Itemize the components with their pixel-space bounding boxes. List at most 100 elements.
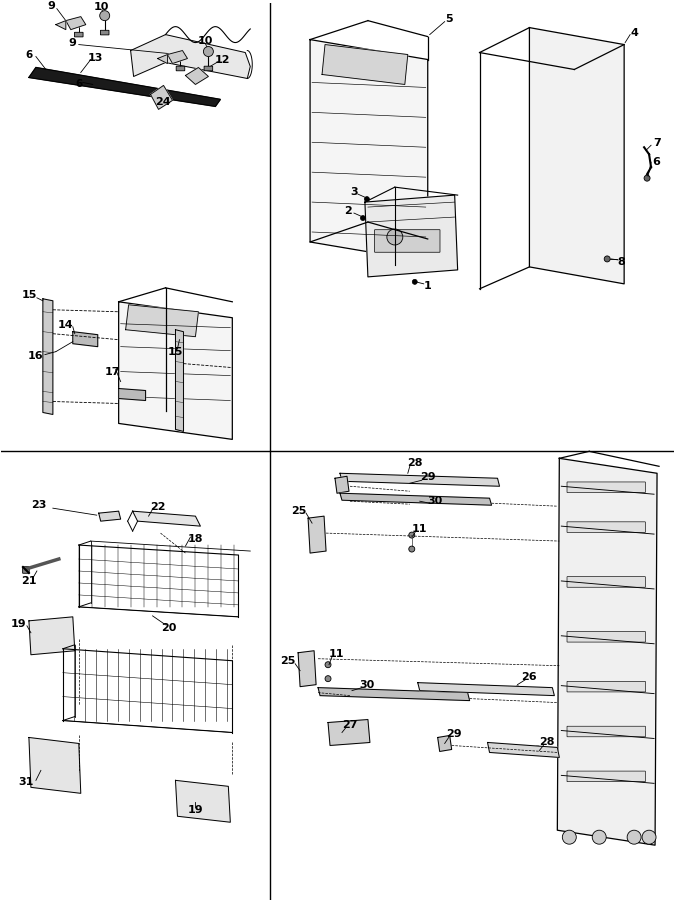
Polygon shape xyxy=(29,737,81,793)
Circle shape xyxy=(479,686,483,689)
Circle shape xyxy=(522,745,525,750)
Text: 25: 25 xyxy=(292,506,307,517)
Text: 9: 9 xyxy=(69,38,77,48)
Polygon shape xyxy=(151,86,173,110)
Text: 23: 23 xyxy=(31,500,47,510)
Circle shape xyxy=(462,686,466,689)
Circle shape xyxy=(100,11,109,21)
FancyBboxPatch shape xyxy=(74,32,83,37)
Text: 18: 18 xyxy=(188,534,203,544)
Polygon shape xyxy=(308,517,326,553)
Circle shape xyxy=(604,256,610,262)
Text: 10: 10 xyxy=(94,2,109,12)
Polygon shape xyxy=(56,21,66,30)
FancyBboxPatch shape xyxy=(567,482,645,492)
Text: 14: 14 xyxy=(58,320,74,329)
FancyBboxPatch shape xyxy=(567,726,645,737)
Circle shape xyxy=(409,546,414,552)
Polygon shape xyxy=(73,332,98,347)
Text: 28: 28 xyxy=(539,737,555,748)
Polygon shape xyxy=(328,719,370,745)
Circle shape xyxy=(426,686,430,689)
Polygon shape xyxy=(558,458,657,845)
Polygon shape xyxy=(99,511,121,521)
Circle shape xyxy=(443,686,448,689)
Circle shape xyxy=(382,477,386,482)
Text: 25: 25 xyxy=(280,656,296,666)
Circle shape xyxy=(435,477,439,482)
Text: 27: 27 xyxy=(342,719,358,730)
Text: 6: 6 xyxy=(25,50,32,59)
Text: 1: 1 xyxy=(424,281,431,291)
Circle shape xyxy=(360,216,365,220)
Text: 4: 4 xyxy=(630,28,638,38)
Text: 21: 21 xyxy=(21,576,36,586)
Polygon shape xyxy=(186,68,209,85)
Polygon shape xyxy=(365,195,458,277)
Polygon shape xyxy=(119,302,232,439)
Text: 22: 22 xyxy=(150,502,165,512)
Text: 24: 24 xyxy=(155,97,170,107)
Polygon shape xyxy=(437,735,452,752)
Circle shape xyxy=(535,745,539,750)
Circle shape xyxy=(592,830,606,844)
FancyBboxPatch shape xyxy=(567,522,645,533)
Circle shape xyxy=(387,229,403,245)
Text: 13: 13 xyxy=(88,52,103,62)
Circle shape xyxy=(516,686,520,689)
Circle shape xyxy=(400,477,404,482)
Polygon shape xyxy=(119,389,146,400)
Polygon shape xyxy=(29,616,75,654)
Circle shape xyxy=(346,477,350,482)
Polygon shape xyxy=(43,299,53,415)
Circle shape xyxy=(493,745,497,750)
FancyBboxPatch shape xyxy=(567,771,645,782)
Text: 8: 8 xyxy=(617,256,625,267)
Text: 20: 20 xyxy=(161,623,176,633)
Circle shape xyxy=(497,686,502,689)
Polygon shape xyxy=(298,651,316,687)
Polygon shape xyxy=(335,476,349,493)
Text: 19: 19 xyxy=(188,806,203,815)
Circle shape xyxy=(409,532,414,538)
Text: 17: 17 xyxy=(105,366,120,376)
Polygon shape xyxy=(167,50,188,64)
Polygon shape xyxy=(157,55,167,64)
Circle shape xyxy=(203,47,213,57)
Circle shape xyxy=(454,477,458,482)
Polygon shape xyxy=(322,45,408,85)
Polygon shape xyxy=(66,16,86,30)
Circle shape xyxy=(325,662,331,668)
FancyBboxPatch shape xyxy=(567,632,645,642)
Polygon shape xyxy=(132,511,200,526)
Circle shape xyxy=(364,477,368,482)
Text: 26: 26 xyxy=(522,671,537,681)
FancyBboxPatch shape xyxy=(375,230,440,252)
Polygon shape xyxy=(176,329,184,431)
Polygon shape xyxy=(176,780,230,823)
Circle shape xyxy=(472,477,476,482)
Text: 6: 6 xyxy=(652,158,660,167)
FancyBboxPatch shape xyxy=(23,567,29,573)
Text: 30: 30 xyxy=(427,496,442,506)
Circle shape xyxy=(325,676,331,681)
Circle shape xyxy=(562,830,576,844)
Text: 11: 11 xyxy=(412,524,427,534)
Text: 7: 7 xyxy=(653,139,661,148)
Polygon shape xyxy=(310,40,428,262)
Circle shape xyxy=(644,176,650,181)
Text: 31: 31 xyxy=(18,778,34,788)
Circle shape xyxy=(364,196,369,202)
Text: 12: 12 xyxy=(215,55,230,65)
Polygon shape xyxy=(131,34,250,78)
Text: 28: 28 xyxy=(407,458,423,468)
Text: 9: 9 xyxy=(47,1,55,11)
Polygon shape xyxy=(29,68,220,106)
Polygon shape xyxy=(340,493,491,505)
FancyBboxPatch shape xyxy=(204,67,213,71)
Text: 5: 5 xyxy=(445,14,452,23)
Text: 3: 3 xyxy=(350,187,358,197)
FancyBboxPatch shape xyxy=(101,31,109,35)
FancyBboxPatch shape xyxy=(567,577,645,587)
Text: 15: 15 xyxy=(21,290,36,300)
